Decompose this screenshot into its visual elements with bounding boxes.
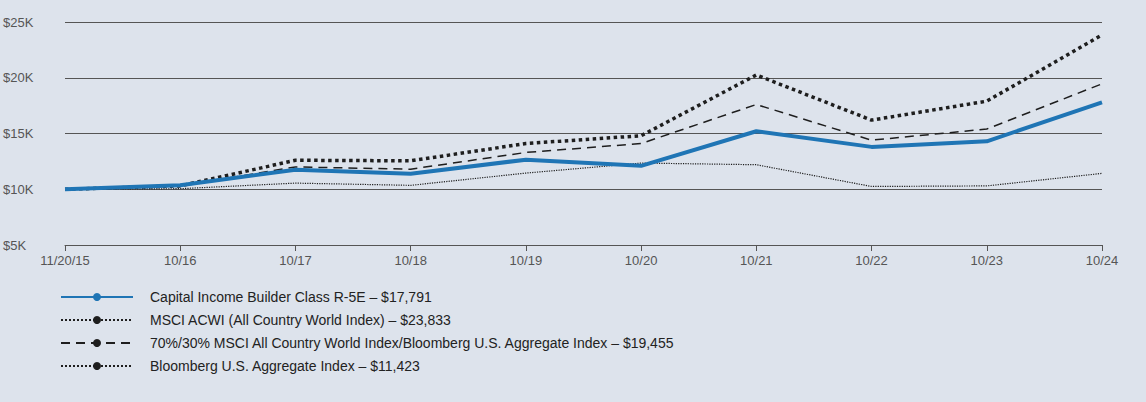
svg-text:70%/30% MSCI All Country World: 70%/30% MSCI All Country World Index/Blo…	[150, 335, 674, 351]
svg-text:10/23: 10/23	[971, 253, 1004, 268]
svg-text:MSCI ACWI (All Country World I: MSCI ACWI (All Country World Index) – $2…	[150, 312, 451, 328]
svg-text:10/17: 10/17	[279, 253, 312, 268]
svg-text:$20K: $20K	[3, 70, 34, 85]
svg-text:10/24: 10/24	[1086, 253, 1119, 268]
svg-text:10/22: 10/22	[855, 253, 888, 268]
svg-text:$25K: $25K	[3, 15, 34, 30]
svg-text:10/20: 10/20	[625, 253, 658, 268]
svg-text:10/21: 10/21	[740, 253, 773, 268]
svg-text:10/16: 10/16	[164, 253, 197, 268]
svg-text:Bloomberg U.S. Aggregate Index: Bloomberg U.S. Aggregate Index – $11,423	[150, 358, 420, 374]
svg-text:10/18: 10/18	[394, 253, 427, 268]
svg-text:$10K: $10K	[3, 182, 34, 197]
svg-text:Capital Income Builder Class R: Capital Income Builder Class R-5E – $17,…	[150, 289, 432, 305]
svg-text:$15K: $15K	[3, 126, 34, 141]
svg-text:10/19: 10/19	[510, 253, 543, 268]
svg-text:11/20/15: 11/20/15	[40, 253, 90, 268]
svg-text:$5K: $5K	[3, 238, 26, 253]
